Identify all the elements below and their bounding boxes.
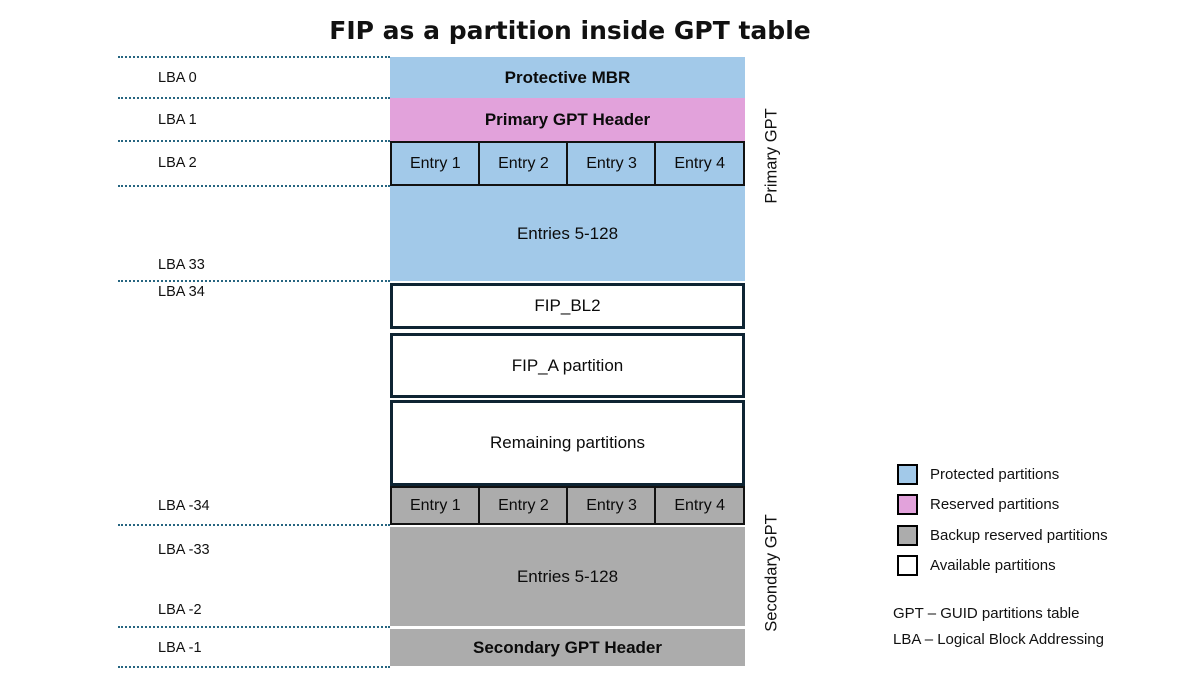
block-fip-a-partition: FIP_A partition [390, 333, 745, 398]
legend-item-backup: Backup reserved partitions [897, 520, 1108, 551]
secondary-entry-3: Entry 3 [566, 486, 657, 525]
abbr-lba: LBA – Logical Block Addressing [893, 631, 1104, 648]
block-primary-entries-row: Entry 1 Entry 2 Entry 3 Entry 4 [390, 141, 745, 186]
block-primary-entries-5-128: Entries 5-128 [390, 186, 745, 281]
block-protective-mbr: Protective MBR [390, 57, 745, 98]
secondary-entry-2: Entry 2 [478, 486, 569, 525]
legend-label: Available partitions [930, 557, 1056, 575]
legend-item-reserved: Reserved partitions [897, 490, 1108, 521]
block-fip-bl2: FIP_BL2 [390, 283, 745, 329]
legend-label: Backup reserved partitions [930, 526, 1108, 544]
dotted-separator [118, 97, 390, 99]
block-secondary-entries-row: Entry 1 Entry 2 Entry 3 Entry 4 [390, 486, 745, 525]
dotted-separator [118, 185, 390, 187]
block-primary-gpt-header: Primary GPT Header [390, 98, 745, 141]
reserved-color-swatch [897, 494, 918, 516]
primary-gpt-side-label: Primary GPT [762, 108, 781, 204]
dotted-separator [118, 626, 390, 628]
lba-label-minus-34: LBA -34 [158, 498, 210, 514]
dotted-separator [118, 56, 390, 58]
lba-label-0: LBA 0 [158, 70, 197, 86]
legend-item-protected: Protected partitions [897, 459, 1108, 490]
dotted-separator [118, 140, 390, 142]
abbreviations: GPT – GUID partitions table LBA – Logica… [893, 601, 1104, 653]
available-color-swatch [897, 555, 918, 577]
secondary-entry-1: Entry 1 [390, 486, 481, 525]
protected-color-swatch [897, 463, 918, 485]
block-secondary-gpt-header: Secondary GPT Header [390, 629, 745, 666]
primary-entry-3: Entry 3 [566, 141, 657, 186]
legend-label: Reserved partitions [930, 496, 1060, 514]
abbr-gpt: GPT – GUID partitions table [893, 605, 1080, 622]
dotted-separator [118, 280, 390, 282]
lba-label-33: LBA 33 [158, 257, 205, 273]
backup-color-swatch [897, 524, 918, 546]
secondary-gpt-side-label: Secondary GPT [762, 514, 781, 632]
lba-label-1: LBA 1 [158, 112, 197, 128]
legend-item-available: Available partitions [897, 551, 1108, 582]
block-remaining-partitions: Remaining partitions [390, 400, 745, 486]
primary-entry-1: Entry 1 [390, 141, 481, 186]
secondary-entry-4: Entry 4 [654, 486, 745, 525]
legend-label: Protected partitions [930, 465, 1060, 483]
lba-label-minus-2: LBA -2 [158, 602, 202, 618]
lba-label-minus-33: LBA -33 [158, 542, 210, 558]
lba-label-34: LBA 34 [158, 284, 205, 300]
primary-entry-2: Entry 2 [478, 141, 569, 186]
dotted-separator [118, 524, 390, 526]
primary-entry-4: Entry 4 [654, 141, 745, 186]
page-title: FIP as a partition inside GPT table [329, 16, 811, 45]
legend: Protected partitions Reserved partitions… [897, 459, 1108, 581]
lba-label-2: LBA 2 [158, 155, 197, 171]
lba-label-minus-1: LBA -1 [158, 640, 202, 656]
block-secondary-entries-5-128: Entries 5-128 [390, 527, 745, 626]
dotted-separator [118, 666, 390, 668]
